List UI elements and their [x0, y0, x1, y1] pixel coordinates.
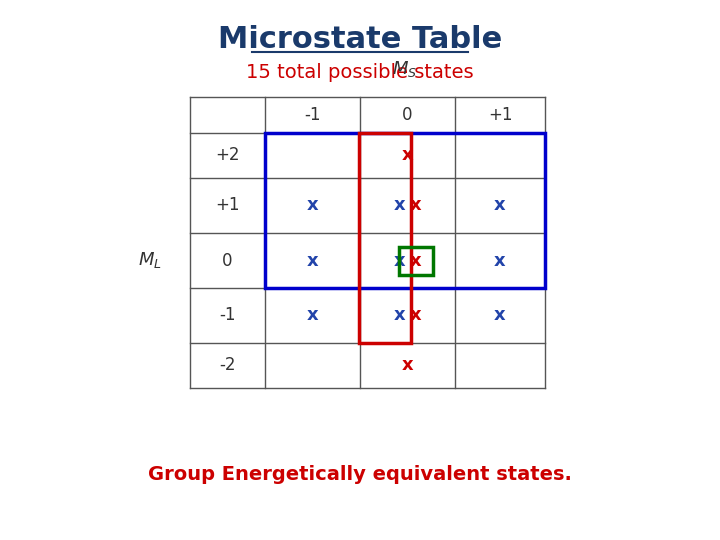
Text: x: x — [307, 307, 318, 325]
Text: -1: -1 — [220, 307, 235, 325]
Text: x: x — [410, 252, 421, 269]
Bar — [359, 133, 410, 343]
Text: Group Energetically equivalent states.: Group Energetically equivalent states. — [148, 465, 572, 484]
Text: x: x — [307, 252, 318, 269]
Text: $M_S$: $M_S$ — [392, 59, 418, 79]
Bar — [398, 246, 433, 274]
Text: $M_L$: $M_L$ — [138, 251, 162, 271]
Text: x: x — [394, 197, 405, 214]
Text: x: x — [410, 307, 421, 325]
Text: +1: +1 — [487, 106, 512, 124]
Text: -1: -1 — [305, 106, 320, 124]
Text: -2: -2 — [220, 356, 235, 375]
Text: Microstate Table: Microstate Table — [218, 25, 502, 55]
Text: x: x — [394, 307, 405, 325]
Text: x: x — [402, 356, 413, 375]
Text: x: x — [494, 252, 506, 269]
Text: x: x — [394, 252, 405, 269]
Text: x: x — [402, 146, 413, 165]
Bar — [265, 133, 545, 288]
Text: x: x — [494, 307, 506, 325]
Text: x: x — [307, 197, 318, 214]
Text: x: x — [410, 197, 421, 214]
Text: +2: +2 — [215, 146, 240, 165]
Text: x: x — [494, 197, 506, 214]
Text: +1: +1 — [215, 197, 240, 214]
Text: 15 total possible states: 15 total possible states — [246, 64, 474, 83]
Text: 0: 0 — [402, 106, 413, 124]
Text: 0: 0 — [222, 252, 233, 269]
